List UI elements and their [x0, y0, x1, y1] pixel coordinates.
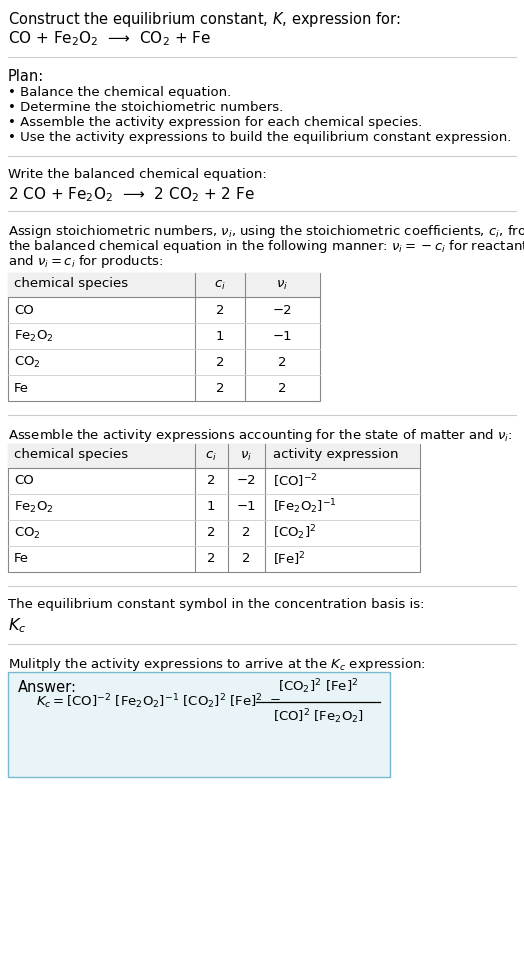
Bar	[8, 672, 390, 777]
Text: Assign stoichiometric numbers, $\nu_i$, using the stoichiometric coefficients, $: Assign stoichiometric numbers, $\nu_i$, …	[8, 223, 524, 240]
Text: Fe$_2$O$_2$: Fe$_2$O$_2$	[14, 499, 53, 515]
Text: [CO]$^{-2}$: [CO]$^{-2}$	[273, 472, 318, 490]
Text: −2: −2	[236, 475, 256, 487]
Bar	[8, 444, 420, 468]
Text: −2: −2	[272, 304, 292, 316]
Text: 2: 2	[207, 526, 215, 540]
Text: 2: 2	[207, 475, 215, 487]
Text: The equilibrium constant symbol in the concentration basis is:: The equilibrium constant symbol in the c…	[8, 598, 424, 611]
Text: 2: 2	[216, 304, 224, 316]
Text: chemical species: chemical species	[14, 448, 128, 461]
Text: 2: 2	[216, 381, 224, 394]
Text: $c_i$: $c_i$	[214, 279, 226, 291]
Text: 2: 2	[207, 553, 215, 565]
Text: [CO$_2$]$^2$: [CO$_2$]$^2$	[273, 523, 316, 542]
Text: 2: 2	[278, 381, 286, 394]
Text: CO: CO	[14, 475, 34, 487]
Text: CO$_2$: CO$_2$	[14, 354, 41, 370]
Text: 1: 1	[207, 500, 215, 514]
Text: $[\mathrm{CO_2}]^2\ [\mathrm{Fe}]^2$: $[\mathrm{CO_2}]^2\ [\mathrm{Fe}]^2$	[278, 678, 358, 696]
Text: [Fe]$^2$: [Fe]$^2$	[273, 550, 306, 568]
Bar	[8, 273, 320, 401]
Text: chemical species: chemical species	[14, 277, 128, 290]
Text: 2: 2	[278, 355, 286, 369]
Text: • Balance the chemical equation.: • Balance the chemical equation.	[8, 86, 231, 99]
Text: • Assemble the activity expression for each chemical species.: • Assemble the activity expression for e…	[8, 116, 422, 129]
Text: the balanced chemical equation in the following manner: $\nu_i = -c_i$ for react: the balanced chemical equation in the fo…	[8, 238, 524, 255]
Bar	[8, 444, 420, 572]
Text: CO + Fe$_2$O$_2$  ⟶  CO$_2$ + Fe: CO + Fe$_2$O$_2$ ⟶ CO$_2$ + Fe	[8, 29, 211, 48]
Text: • Use the activity expressions to build the equilibrium constant expression.: • Use the activity expressions to build …	[8, 131, 511, 144]
Text: Plan:: Plan:	[8, 69, 44, 84]
Text: • Determine the stoichiometric numbers.: • Determine the stoichiometric numbers.	[8, 101, 283, 114]
Text: $\nu_i$: $\nu_i$	[276, 279, 288, 291]
Text: 2: 2	[242, 553, 250, 565]
Text: Fe$_2$O$_2$: Fe$_2$O$_2$	[14, 329, 53, 344]
Bar	[8, 273, 320, 297]
Text: 2: 2	[242, 526, 250, 540]
Text: 2: 2	[216, 355, 224, 369]
Text: [Fe$_2$O$_2$]$^{-1}$: [Fe$_2$O$_2$]$^{-1}$	[273, 498, 337, 517]
Text: $K_c$: $K_c$	[8, 616, 26, 635]
Text: Fe: Fe	[14, 553, 29, 565]
Text: $c_i$: $c_i$	[205, 450, 217, 462]
Text: $K_c = [\mathrm{CO}]^{-2}\ [\mathrm{Fe_2O_2}]^{-1}\ [\mathrm{CO_2}]^{2}\ [\mathr: $K_c = [\mathrm{CO}]^{-2}\ [\mathrm{Fe_2…	[36, 692, 281, 711]
Text: 2 CO + Fe$_2$O$_2$  ⟶  2 CO$_2$ + 2 Fe: 2 CO + Fe$_2$O$_2$ ⟶ 2 CO$_2$ + 2 Fe	[8, 185, 255, 203]
Text: $[\mathrm{CO}]^2\ [\mathrm{Fe_2O_2}]$: $[\mathrm{CO}]^2\ [\mathrm{Fe_2O_2}]$	[272, 708, 364, 727]
Text: CO: CO	[14, 304, 34, 316]
Text: CO$_2$: CO$_2$	[14, 525, 41, 541]
Text: 1: 1	[216, 329, 224, 343]
Text: activity expression: activity expression	[273, 448, 398, 461]
Text: Construct the equilibrium constant, $K$, expression for:: Construct the equilibrium constant, $K$,…	[8, 10, 401, 29]
Text: −1: −1	[272, 329, 292, 343]
Text: Answer:: Answer:	[18, 680, 77, 695]
Text: −1: −1	[236, 500, 256, 514]
Text: $\nu_i$: $\nu_i$	[240, 450, 252, 462]
Text: Fe: Fe	[14, 381, 29, 394]
Text: Write the balanced chemical equation:: Write the balanced chemical equation:	[8, 168, 267, 181]
Text: Mulitply the activity expressions to arrive at the $K_c$ expression:: Mulitply the activity expressions to arr…	[8, 656, 426, 673]
Text: and $\nu_i = c_i$ for products:: and $\nu_i = c_i$ for products:	[8, 253, 163, 270]
Text: Assemble the activity expressions accounting for the state of matter and $\nu_i$: Assemble the activity expressions accoun…	[8, 427, 512, 444]
